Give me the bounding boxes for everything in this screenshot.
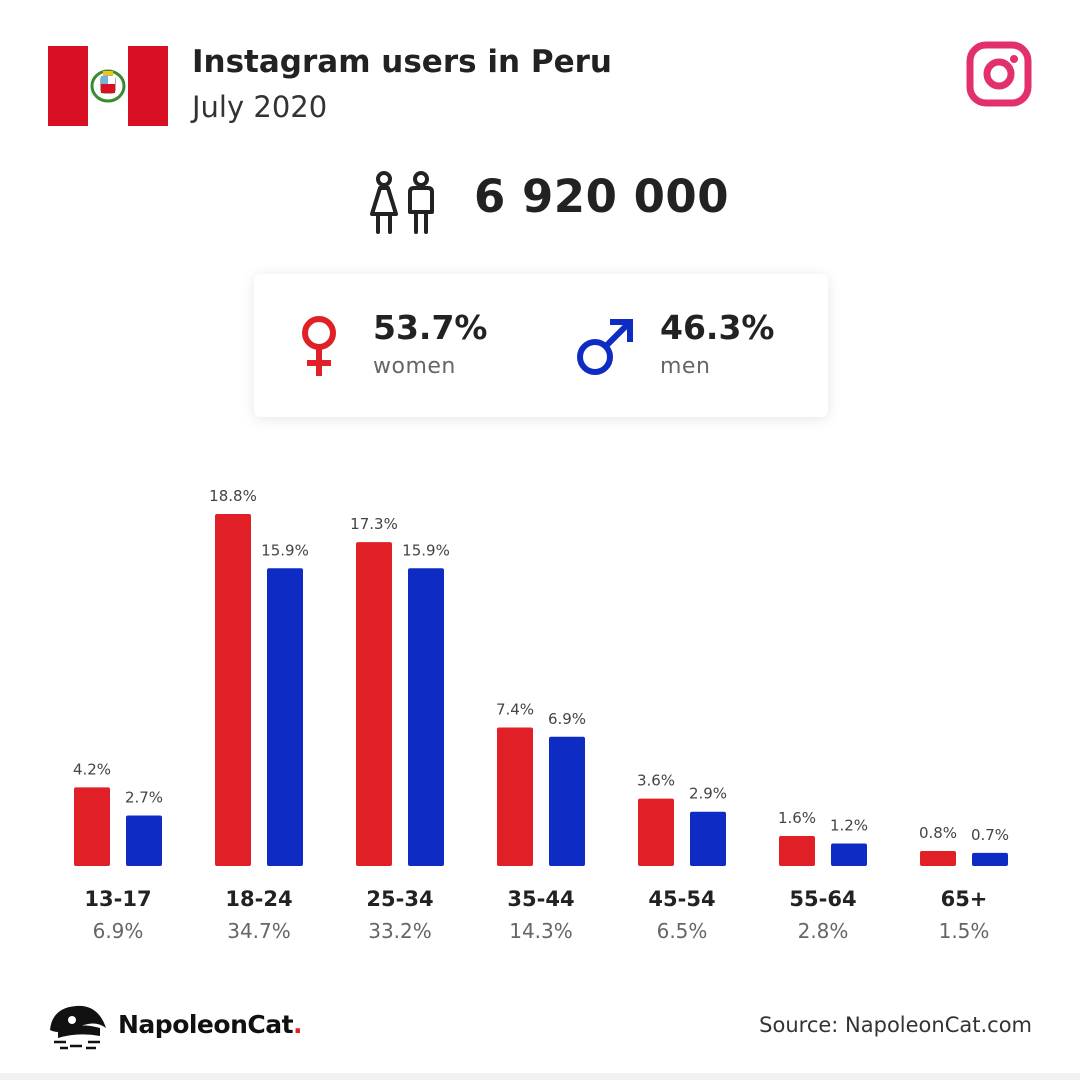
bar-label-women-13-17: 4.2% <box>73 760 111 778</box>
category-label-65+: 65+ <box>941 887 988 911</box>
category-total-25-34: 33.2% <box>368 919 432 943</box>
bar-women-18-24 <box>215 514 251 866</box>
bar-label-women-55-64: 1.6% <box>778 809 816 827</box>
bottom-band <box>0 1073 1080 1080</box>
bar-label-men-35-44: 6.9% <box>548 710 586 728</box>
bar-label-men-55-64: 1.2% <box>830 817 868 835</box>
total-users: 6 920 000 <box>474 170 730 223</box>
bar-women-55-64 <box>779 836 815 866</box>
category-label-45-54: 45-54 <box>648 887 715 911</box>
bar-label-men-45-54: 2.9% <box>689 785 727 803</box>
women-label: women <box>373 354 456 379</box>
gender-card <box>254 274 828 417</box>
bar-label-women-18-24: 18.8% <box>209 487 257 505</box>
bar-label-women-35-44: 7.4% <box>496 700 534 718</box>
bar-men-18-24 <box>267 568 303 866</box>
bar-men-13-17 <box>126 815 162 866</box>
bar-label-men-65+: 0.7% <box>971 826 1009 844</box>
bar-label-men-13-17: 2.7% <box>125 788 163 806</box>
category-total-65+: 1.5% <box>939 919 990 943</box>
male-icon <box>577 319 633 375</box>
instagram-icon[interactable] <box>966 41 1032 107</box>
bar-women-13-17 <box>74 787 110 866</box>
people-icon <box>370 171 434 234</box>
bar-women-25-34 <box>356 542 392 866</box>
page-title: Instagram users in Peru <box>192 44 612 80</box>
bar-women-65+ <box>920 851 956 866</box>
category-total-45-54: 6.5% <box>657 919 708 943</box>
bar-men-55-64 <box>831 843 867 866</box>
men-label: men <box>660 354 711 379</box>
napoleoncat-logo-icon <box>50 1005 106 1050</box>
category-label-35-44: 35-44 <box>507 887 574 911</box>
bar-men-45-54 <box>690 811 726 866</box>
bar-women-45-54 <box>638 798 674 866</box>
brand-name[interactable]: NapoleonCat. <box>118 1010 303 1039</box>
men-percentage: 46.3% <box>660 308 775 347</box>
bar-men-25-34 <box>408 568 444 866</box>
bar-label-men-25-34: 15.9% <box>402 541 450 559</box>
category-total-35-44: 14.3% <box>509 919 573 943</box>
source-text: Source: NapoleonCat.com <box>759 1013 1032 1037</box>
bar-label-women-45-54: 3.6% <box>637 772 675 790</box>
category-label-25-34: 25-34 <box>366 887 433 911</box>
bar-label-women-25-34: 17.3% <box>350 515 398 533</box>
category-total-13-17: 6.9% <box>93 919 144 943</box>
category-label-18-24: 18-24 <box>225 887 292 911</box>
peru-flag-icon <box>48 46 168 126</box>
page-subtitle: July 2020 <box>192 90 328 124</box>
bar-women-35-44 <box>497 727 533 866</box>
category-label-55-64: 55-64 <box>789 887 856 911</box>
bar-men-35-44 <box>549 736 585 866</box>
bar-label-women-65+: 0.8% <box>919 824 957 842</box>
category-label-13-17: 13-17 <box>84 887 151 911</box>
bar-men-65+ <box>972 852 1008 866</box>
category-total-55-64: 2.8% <box>798 919 849 943</box>
female-icon <box>302 316 336 376</box>
category-total-18-24: 34.7% <box>227 919 291 943</box>
bar-label-men-18-24: 15.9% <box>261 541 309 559</box>
women-percentage: 53.7% <box>373 308 488 347</box>
